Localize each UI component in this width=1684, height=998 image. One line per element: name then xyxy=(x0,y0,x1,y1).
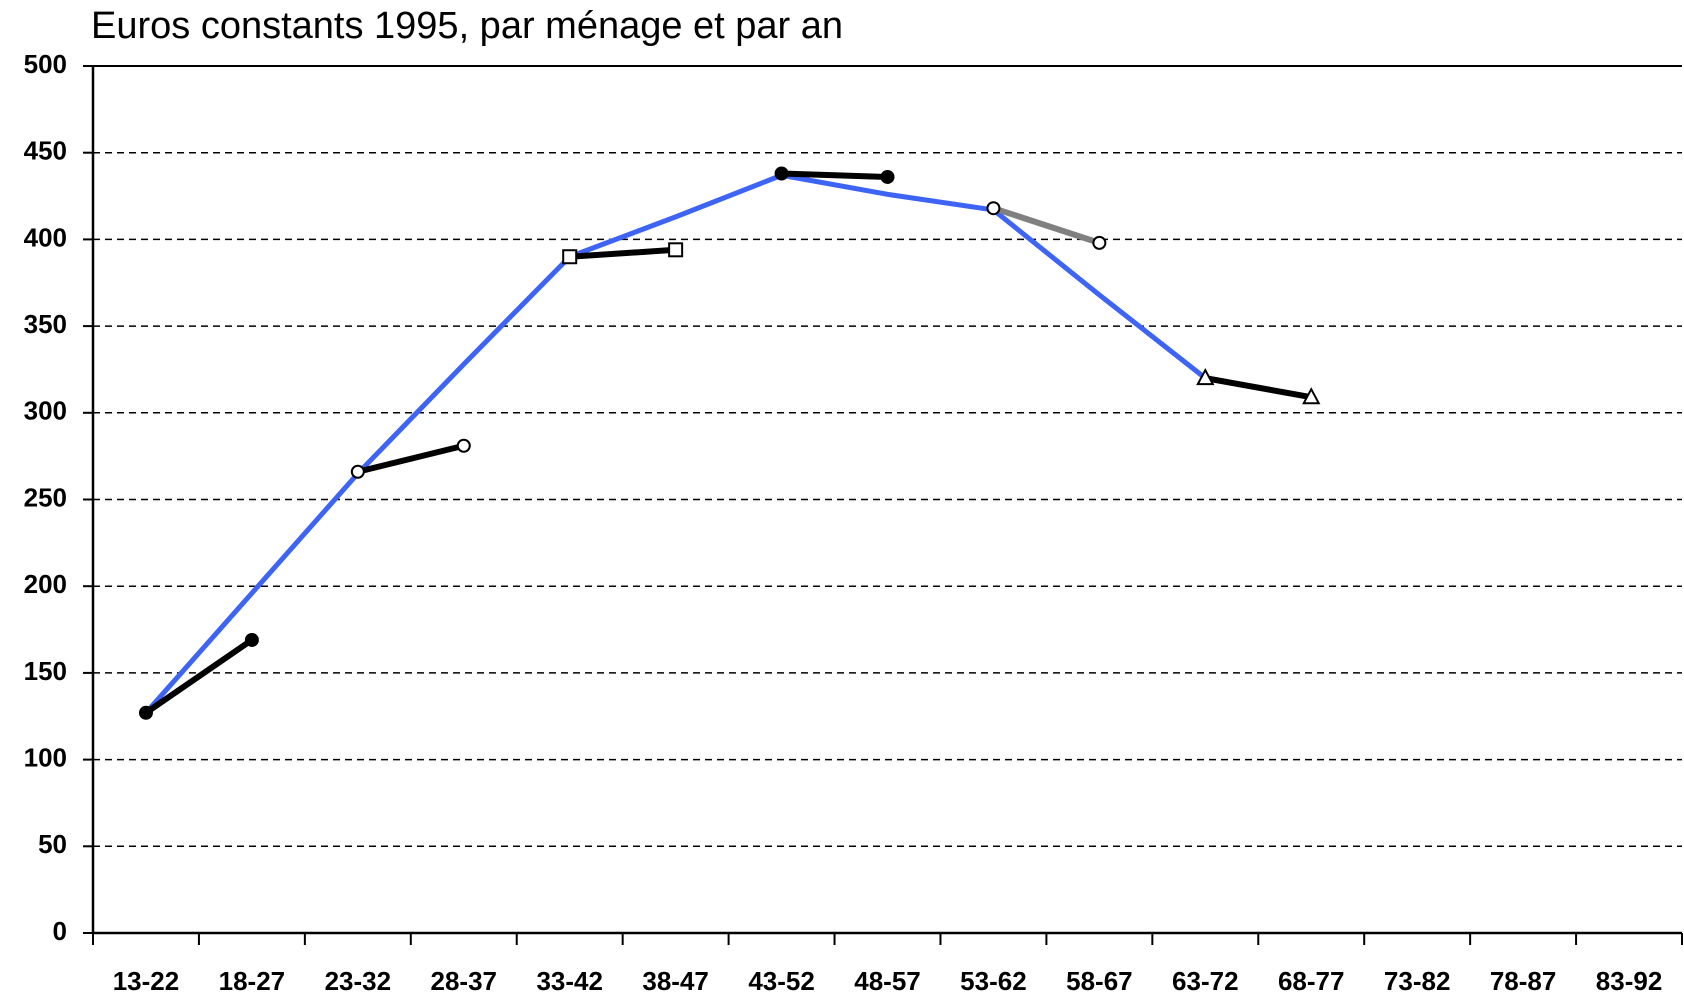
series-line xyxy=(1204,375,1312,401)
y-tick-label: 450 xyxy=(24,136,67,166)
y-tick-label: 100 xyxy=(24,742,67,772)
x-tick-label: 68-77 xyxy=(1278,966,1345,996)
x-tick-label: 18-27 xyxy=(219,966,286,996)
x-tick-label: 13-22 xyxy=(113,966,180,996)
x-tick-label: 43-52 xyxy=(748,966,815,996)
point xyxy=(138,705,153,720)
point xyxy=(1302,387,1321,405)
x-tick-label: 83-92 xyxy=(1596,966,1663,996)
point xyxy=(244,632,259,647)
y-tick-label: 500 xyxy=(24,49,67,79)
x-tick-label: 38-47 xyxy=(642,966,709,996)
y-tick-label: 150 xyxy=(24,656,67,686)
x-tick-label: 73-82 xyxy=(1384,966,1451,996)
y-tick-label: 0 xyxy=(53,916,67,946)
point xyxy=(880,169,895,184)
series-line xyxy=(144,172,1207,715)
point xyxy=(350,464,365,479)
y-tick-label: 250 xyxy=(24,482,67,512)
point xyxy=(668,242,684,258)
y-tick-label: 300 xyxy=(24,396,67,426)
x-tick-label: 78-87 xyxy=(1490,966,1557,996)
x-tick-label: 63-72 xyxy=(1172,966,1239,996)
y-tick-label: 200 xyxy=(24,569,67,599)
y-tick-label: 50 xyxy=(38,829,67,859)
series-line xyxy=(992,205,1101,246)
point xyxy=(1196,368,1215,386)
chart-title: Euros constants 1995, par ménage et par … xyxy=(91,5,843,47)
point xyxy=(562,249,578,265)
point xyxy=(1092,235,1107,250)
x-tick-label: 53-62 xyxy=(960,966,1027,996)
point xyxy=(986,201,1001,216)
x-tick-label: 58-67 xyxy=(1066,966,1133,996)
x-tick-label: 23-32 xyxy=(325,966,392,996)
point xyxy=(456,438,471,453)
series-line xyxy=(569,246,676,260)
y-tick-label: 400 xyxy=(24,222,67,252)
y-tick-label: 350 xyxy=(24,309,67,339)
x-tick-label: 28-37 xyxy=(431,966,498,996)
series-line xyxy=(357,442,465,475)
point xyxy=(774,166,789,181)
x-tick-label: 48-57 xyxy=(854,966,921,996)
x-tick-label: 33-42 xyxy=(536,966,603,996)
series-line xyxy=(144,637,254,716)
series-line xyxy=(781,170,888,180)
